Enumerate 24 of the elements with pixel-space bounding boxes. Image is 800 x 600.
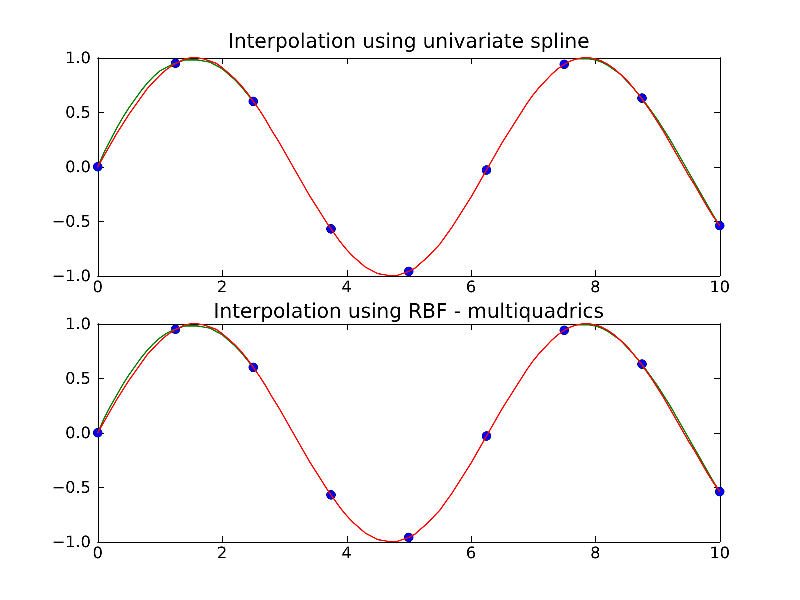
x-tick-label: 6 [466, 278, 476, 296]
y-tick-label: 0.0 [66, 424, 91, 442]
y-tick-label: 0.5 [66, 369, 91, 388]
y-tick-label: 1.0 [66, 314, 91, 334]
x-tick-label: 2 [217, 278, 228, 296]
y-tick-label: −0.5 [52, 212, 91, 231]
x-tick-label: 6 [466, 544, 476, 562]
y-tick-label: 0.0 [66, 158, 91, 176]
x-tick-label: 0 [92, 544, 104, 562]
y-tick-label: 0.5 [66, 103, 91, 122]
x-tick-label: 0 [92, 278, 104, 296]
chart-title: Interpolation using univariate spline [228, 29, 590, 53]
x-tick-label: 2 [217, 544, 228, 562]
x-tick-label: 8 [590, 278, 601, 296]
x-tick-label: 10 [710, 278, 730, 296]
x-tick-label: 4 [342, 278, 352, 296]
y-tick-label: −1.0 [52, 266, 91, 286]
chart-title: Interpolation using RBF - multiquadrics [214, 299, 604, 323]
y-tick-label: 1.0 [66, 48, 91, 68]
x-tick-label: 8 [590, 544, 601, 562]
y-tick-label: −0.5 [52, 478, 91, 497]
x-tick-label: 10 [710, 544, 730, 562]
x-tick-label: 4 [342, 544, 352, 562]
y-tick-label: −1.0 [52, 532, 91, 552]
